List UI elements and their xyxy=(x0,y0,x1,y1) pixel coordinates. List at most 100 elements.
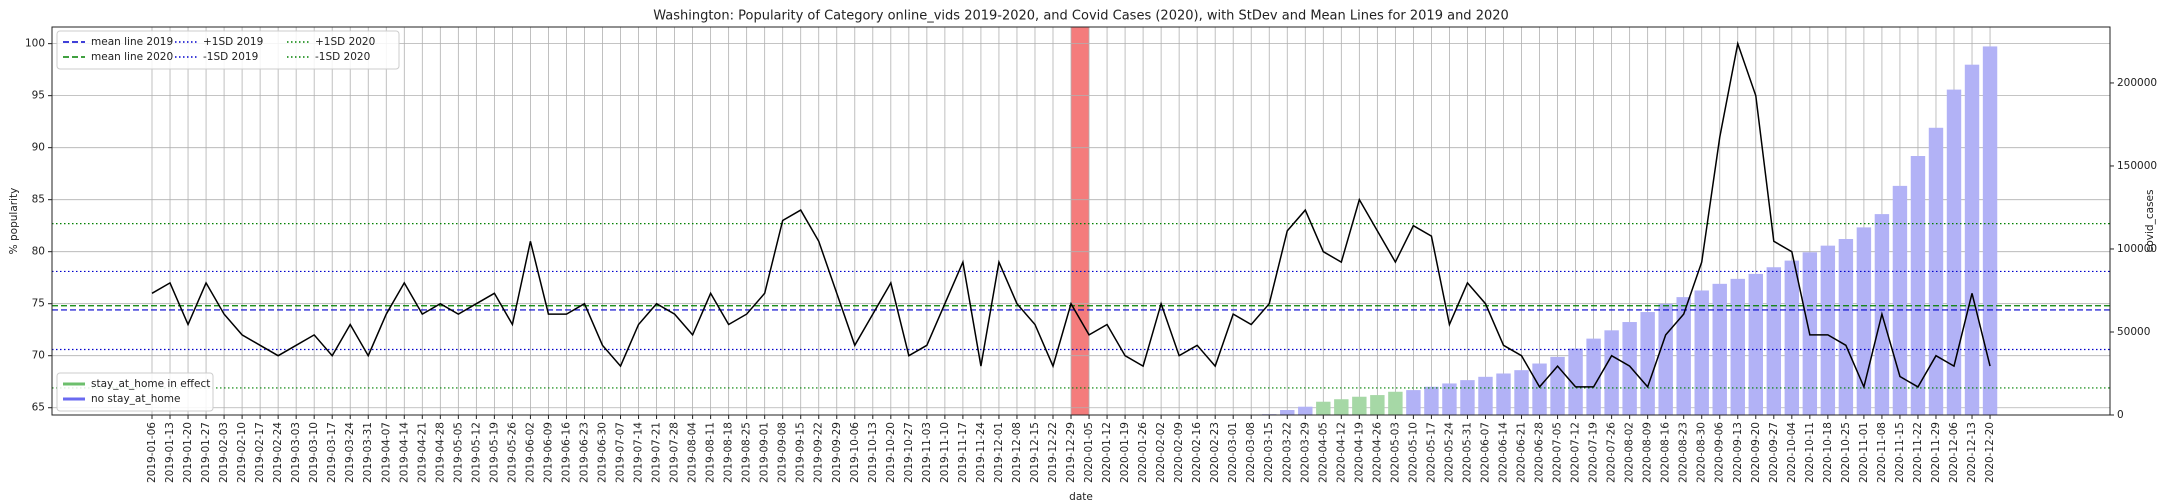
x-tick-label: 2019-06-23 xyxy=(578,422,590,483)
x-tick-label: 2020-06-21 xyxy=(1516,422,1528,483)
y-tick-label: 80 xyxy=(32,246,45,258)
x-tick-label: 2019-10-27 xyxy=(903,422,915,483)
x-tick-label: 2019-02-10 xyxy=(236,422,248,483)
legend-label: mean line 2020 xyxy=(91,51,173,63)
x-tick-label: 2019-02-17 xyxy=(254,422,266,483)
legend-box xyxy=(56,372,214,412)
bar xyxy=(1532,363,1547,415)
bar xyxy=(1514,370,1529,415)
x-tick-label: 2019-02-24 xyxy=(272,422,284,483)
x-tick-label: 2019-09-01 xyxy=(759,422,771,483)
bar xyxy=(1478,376,1493,415)
x-tick-label: 2020-04-12 xyxy=(1335,422,1347,483)
x-tick-label: 2020-11-08 xyxy=(1876,422,1888,483)
x-tick-label: 2020-09-27 xyxy=(1768,422,1780,483)
x-tick-label: 2020-06-14 xyxy=(1498,422,1510,483)
bar xyxy=(1784,260,1800,415)
x-tick-label: 2019-12-29 xyxy=(1065,422,1077,483)
x-tick-label: 2019-05-26 xyxy=(506,422,518,483)
x-tick-label: 2020-07-19 xyxy=(1588,422,1600,483)
x-tick-label: 2019-08-18 xyxy=(723,422,735,483)
x-tick-label: 2020-01-26 xyxy=(1137,422,1149,483)
x-tick-label: 2020-01-19 xyxy=(1119,422,1131,483)
x-tick-label: 2020-04-05 xyxy=(1317,422,1329,483)
x-tick-label: 2020-06-28 xyxy=(1534,422,1546,483)
x-tick-label: 2019-04-28 xyxy=(434,422,446,483)
x-tick-label: 2020-10-11 xyxy=(1804,422,1816,483)
legend-label: no stay_at_home xyxy=(91,393,180,405)
legend-label: -1SD 2020 xyxy=(315,51,370,63)
bar xyxy=(1406,390,1421,415)
x-tick-label: 2019-07-07 xyxy=(615,422,627,483)
bar xyxy=(1424,386,1439,415)
x-tick-label: 2019-07-21 xyxy=(651,422,663,483)
legend-label: stay_at_home in effect xyxy=(91,378,210,390)
x-tick-label: 2020-05-03 xyxy=(1389,422,1401,483)
bar xyxy=(1370,395,1385,415)
x-tick-label: 2020-03-15 xyxy=(1263,422,1275,483)
bar xyxy=(1460,380,1475,415)
line xyxy=(151,40,1991,390)
x-tick-label: 2019-10-20 xyxy=(885,422,897,483)
x-tick-label: 2019-10-06 xyxy=(849,422,861,483)
x-tick-label: 2020-08-16 xyxy=(1660,422,1672,483)
bar xyxy=(1910,156,1926,415)
bar xyxy=(1712,283,1727,415)
bar xyxy=(1766,267,1782,415)
bar xyxy=(1568,348,1583,415)
bar xyxy=(1622,322,1637,415)
x-tick-label: 2020-02-16 xyxy=(1191,422,1203,483)
x-tick-label: 2019-08-25 xyxy=(741,422,753,483)
x-tick-label: 2019-11-24 xyxy=(975,422,987,483)
legend-label: +1SD 2020 xyxy=(315,36,375,48)
x-tick-label: 2019-11-10 xyxy=(939,422,951,483)
x-tick-label: 2019-09-08 xyxy=(777,422,789,483)
x-tick-label: 2019-03-10 xyxy=(308,422,320,483)
x-tick-label: 2019-08-11 xyxy=(705,422,717,483)
x-tick-label: 2020-08-09 xyxy=(1642,422,1654,483)
bar xyxy=(1946,89,1962,415)
bar xyxy=(1280,410,1295,415)
y-tick-label: 90 xyxy=(32,142,45,154)
y-tick-label: 85 xyxy=(32,194,45,206)
x-tick-label: 2019-01-27 xyxy=(200,422,212,483)
bar xyxy=(1334,399,1349,415)
x-tick-label: 2019-12-15 xyxy=(1029,422,1041,483)
x-tick-label: 2019-04-21 xyxy=(416,422,428,483)
x-tick-label: 2019-09-22 xyxy=(813,422,825,483)
legend-box xyxy=(56,30,400,70)
x-tick-label: 2020-05-31 xyxy=(1461,422,1473,483)
x-tick-label: 2020-03-22 xyxy=(1281,422,1293,483)
bar xyxy=(1442,383,1457,415)
y-tick-label: 95 xyxy=(32,90,45,102)
x-tick-label: 2019-12-08 xyxy=(1011,422,1023,483)
x-tick-label: 2020-11-15 xyxy=(1894,422,1906,483)
bar xyxy=(1586,338,1601,415)
x-tick-label: 2019-03-17 xyxy=(326,422,338,483)
x-tick-label: 2019-01-06 xyxy=(146,422,158,483)
bar xyxy=(1928,127,1944,415)
x-tick-label: 2020-05-17 xyxy=(1425,422,1437,483)
bar xyxy=(1388,391,1403,415)
x-tick-label: 2019-02-03 xyxy=(218,422,230,483)
x-tick-label: 2019-06-02 xyxy=(524,422,536,483)
y2-tick-label: 100000 xyxy=(2117,243,2157,255)
x-tick-label: 2019-08-04 xyxy=(687,422,699,483)
plot-frame xyxy=(51,26,2111,416)
x-tick-label: 2019-01-20 xyxy=(182,422,194,483)
y-tick-label: 70 xyxy=(32,350,45,362)
x-axis-label: date xyxy=(1069,491,1093,503)
x-tick-label: 2019-07-14 xyxy=(633,422,645,483)
x-tick-label: 2020-11-01 xyxy=(1858,422,1870,483)
bar xyxy=(1550,356,1565,415)
highlight-span xyxy=(1071,27,1090,415)
x-tick-label: 2020-12-13 xyxy=(1966,422,1978,483)
x-tick-label: 2020-04-26 xyxy=(1371,422,1383,483)
x-tick-label: 2020-07-05 xyxy=(1552,422,1564,483)
x-tick-label: 2020-09-20 xyxy=(1750,422,1762,483)
legend-label: +1SD 2019 xyxy=(203,36,263,48)
x-tick-label: 2020-02-09 xyxy=(1173,422,1185,483)
x-tick-label: 2020-12-06 xyxy=(1948,422,1960,483)
y2-tick-label: 50000 xyxy=(2117,326,2150,338)
x-tick-label: 2019-09-15 xyxy=(795,422,807,483)
